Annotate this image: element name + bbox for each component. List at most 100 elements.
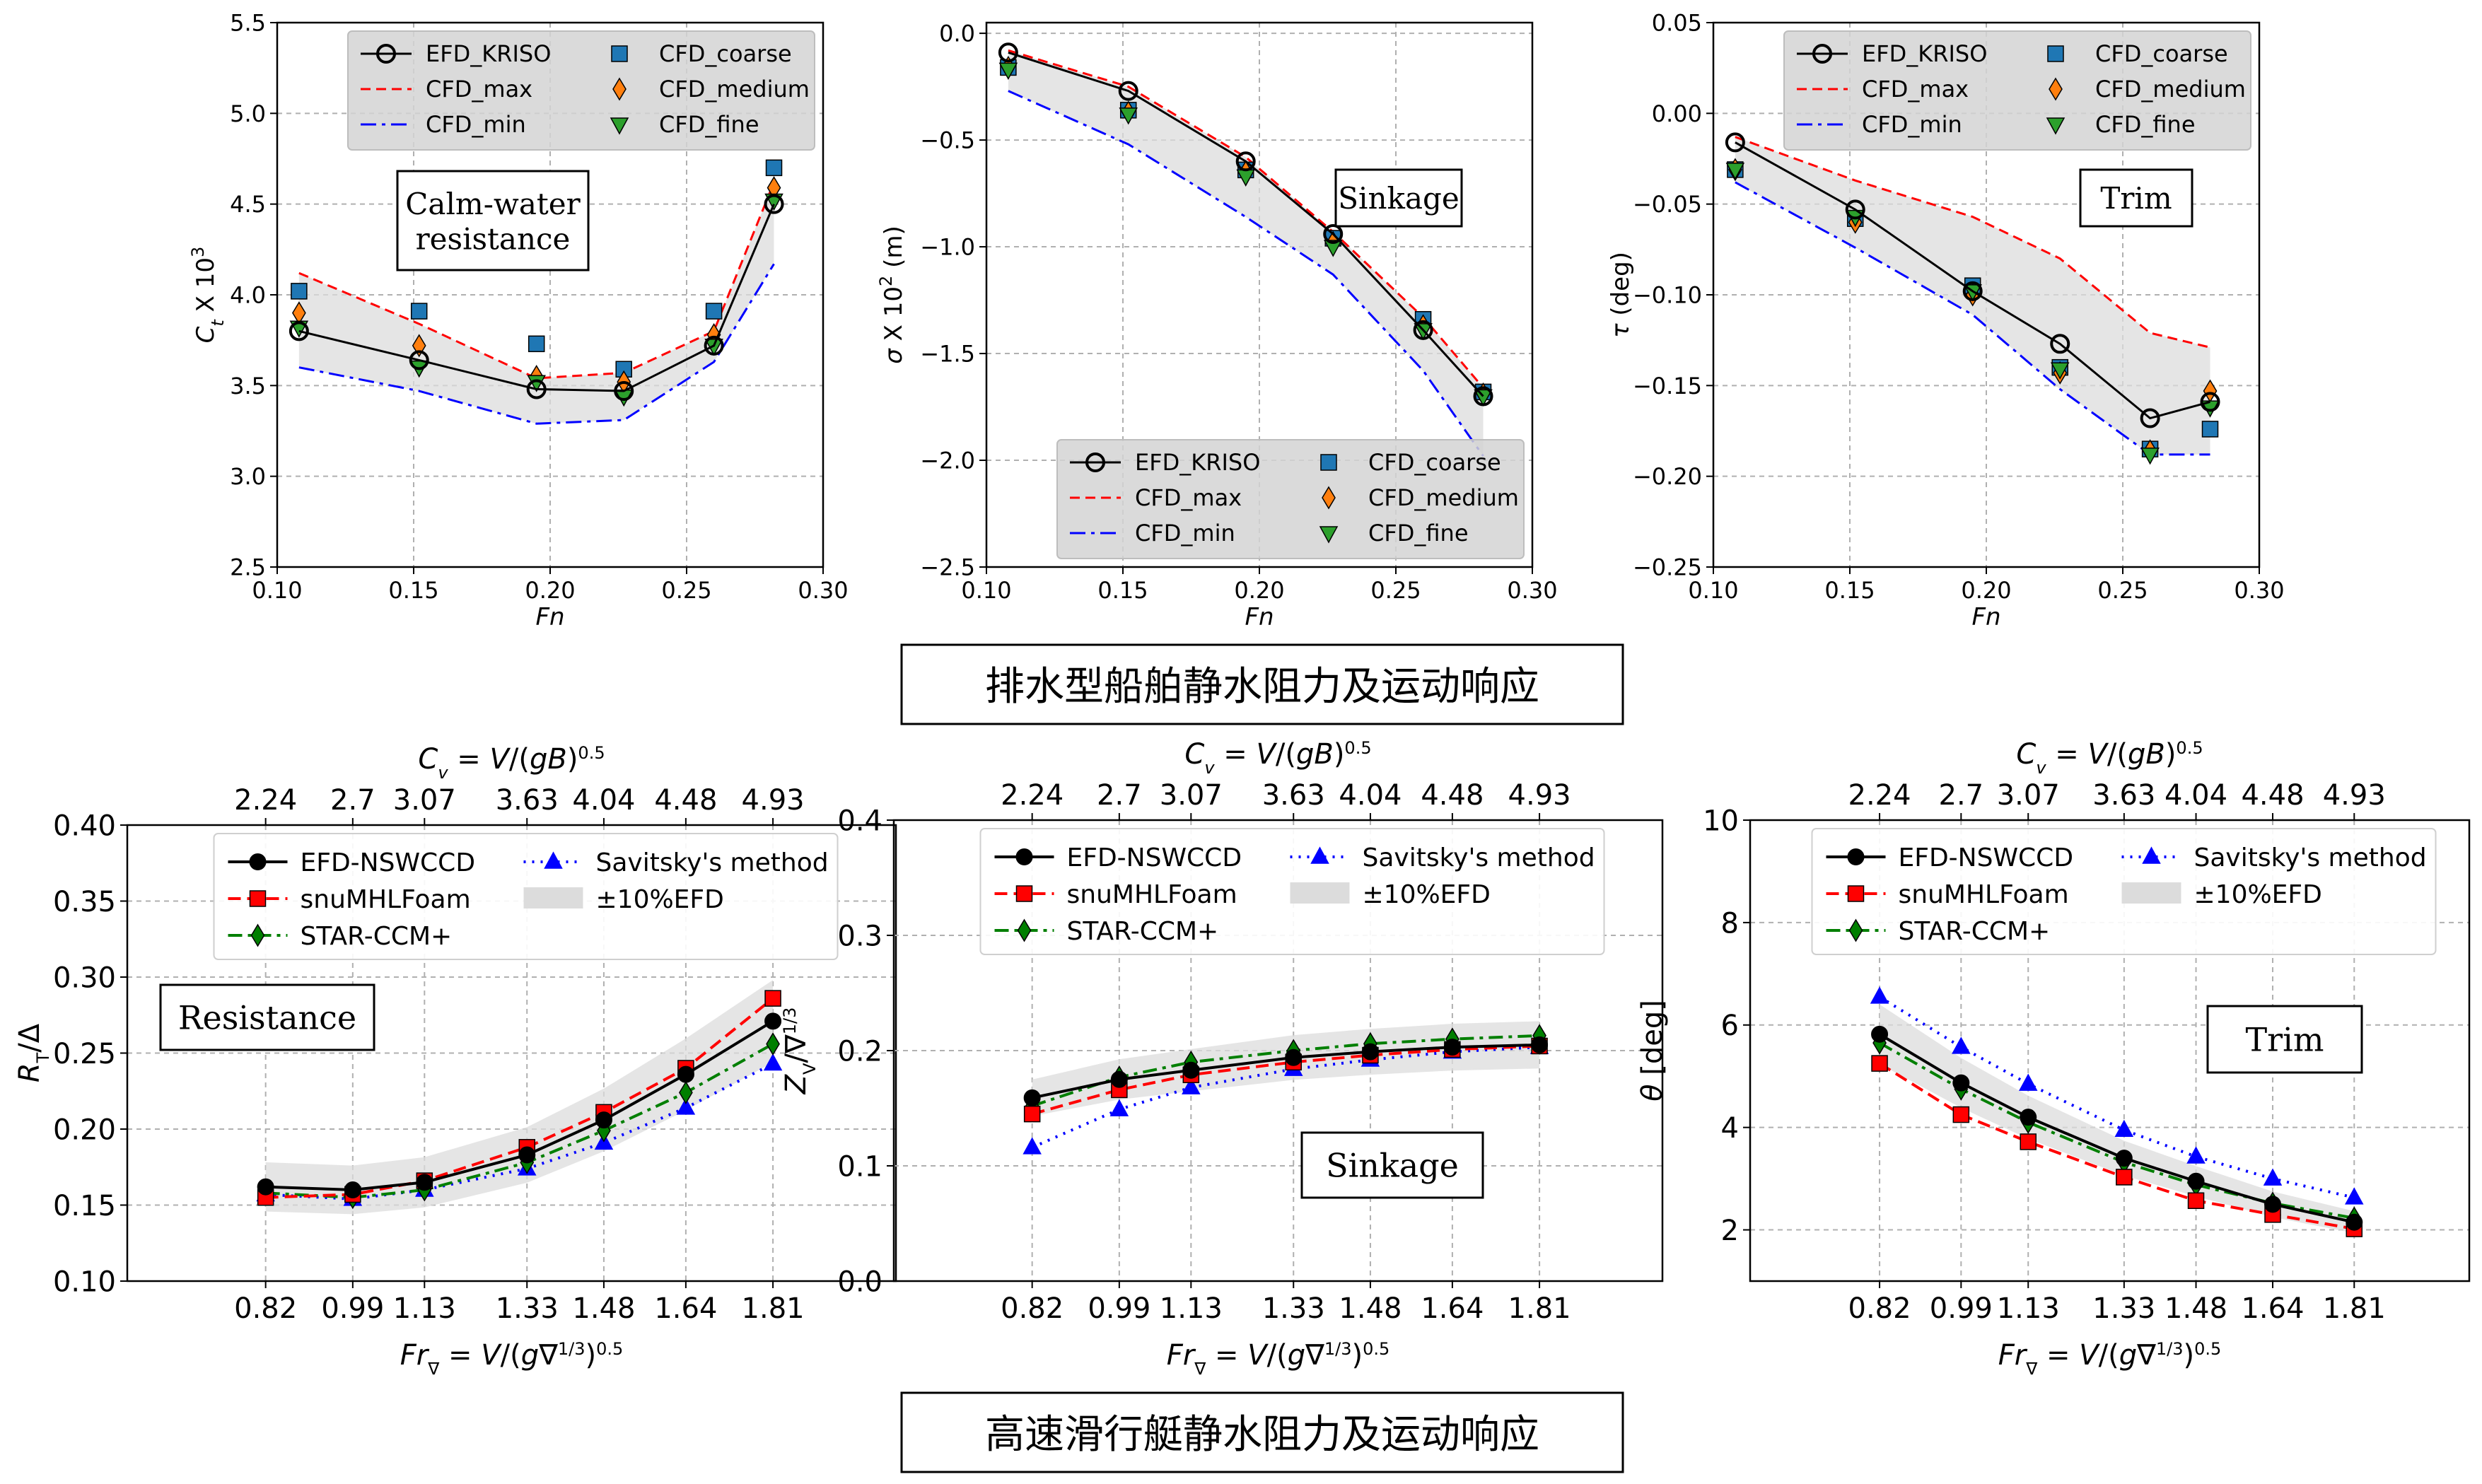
axes-frame <box>1712 21 2261 568</box>
x-tick-label: 0.30 <box>2234 577 2284 604</box>
series-line <box>298 263 775 425</box>
y-tick-label: 3.0 <box>230 463 266 490</box>
data-point <box>1871 1025 1889 1043</box>
chart-3: 0.10 0.15 0.20 0.25 0.30 −0.25 −0.20 −0.15 −0.10… <box>1607 10 2285 631</box>
data-point <box>1182 1061 1200 1079</box>
y-tick-label: 0.3 <box>837 920 882 952</box>
x-axis-label: Fn <box>535 603 564 631</box>
data-point <box>765 159 783 177</box>
data-point <box>257 1178 274 1196</box>
y-tick-label: 0.10 <box>53 1266 116 1298</box>
data-point <box>2050 334 2070 354</box>
legend-marker <box>249 890 267 907</box>
annotation-box: Trim <box>2079 168 2193 228</box>
legend-marker <box>1017 918 1032 942</box>
data-point <box>528 335 545 353</box>
legend-marker <box>611 45 628 62</box>
x-tick-label: 0.25 <box>661 577 711 604</box>
y-tick-label: 0.20 <box>53 1114 116 1146</box>
x-tick-label: 1.48 <box>572 1292 635 1325</box>
y-tick-label: 0.25 <box>53 1038 116 1070</box>
data-point <box>1285 1048 1303 1066</box>
data-point <box>1443 1039 1461 1056</box>
x-tick-label: 1.48 <box>1339 1292 1402 1325</box>
data-point <box>2345 1187 2364 1205</box>
legend-label: CFD_min <box>1135 520 1235 547</box>
section-title-displacement: 排水型船舶静水阻力及运动响应 <box>900 643 1624 725</box>
y-tick-label: 0.15 <box>53 1190 116 1222</box>
data-point <box>518 1146 536 1164</box>
x-tick-label: 0.25 <box>1370 577 1421 604</box>
y-tick-label: −1.0 <box>920 234 975 261</box>
data-point <box>1474 389 1493 407</box>
series-line <box>298 182 775 380</box>
x-tick-label: 0.25 <box>2097 577 2148 604</box>
legend-label: STAR-CCM+ <box>1899 917 2051 946</box>
series-line <box>1735 136 2210 349</box>
legend-label: CFD_medium <box>659 76 810 103</box>
x-tick-label: 0.10 <box>252 577 302 604</box>
top-x-tick-label: 4.04 <box>1339 779 1402 812</box>
legend-label: CFD_coarse <box>2095 40 2228 67</box>
data-point <box>1473 386 1493 407</box>
x-axis-label: Fr∇ = V/(g∇1/3)0.5 <box>1998 1339 2222 1379</box>
data-point <box>2020 1133 2037 1150</box>
y-tick-label: −0.5 <box>920 127 975 154</box>
top-x-tick-label: 3.63 <box>496 784 559 817</box>
legend-marker <box>2046 117 2066 135</box>
legend-label: ±10%EFD <box>2194 880 2322 909</box>
legend-marker <box>2049 77 2063 101</box>
data-point <box>1871 1055 1888 1072</box>
y-axis-label: θ [deg] <box>1636 1000 1669 1102</box>
legend-label: CFD_fine <box>659 111 759 138</box>
data-point <box>677 1065 694 1083</box>
y-tick-label: 2.5 <box>230 554 266 581</box>
data-point <box>998 42 1018 63</box>
legend-marker <box>1320 454 1337 471</box>
data-point <box>766 1032 780 1056</box>
data-point <box>2140 408 2160 428</box>
data-point <box>1109 1099 1129 1116</box>
data-point <box>1413 320 1433 340</box>
y-tick-label: 10 <box>1703 805 1739 837</box>
x-tick-label: 1.64 <box>2241 1292 2304 1325</box>
legend-label: Savitsky's method <box>596 848 829 877</box>
legend-marker <box>250 923 265 947</box>
data-point <box>2140 448 2160 465</box>
x-tick-label: 0.30 <box>1507 577 1557 604</box>
legend: EFD_KRISO CFD_max CFD_min CFD_coarse CFD_med… <box>1783 30 2251 151</box>
legend-marker <box>1848 918 1863 942</box>
x-tick-label: 0.99 <box>1930 1292 1993 1325</box>
chart-2: 0.10 0.15 0.20 0.25 0.30 −2.5 −2.0 −1.5 −1.0 −0.5… <box>876 21 1558 631</box>
x-tick-label: 0.99 <box>321 1292 384 1325</box>
legend: EFD_KRISO CFD_max CFD_min CFD_coarse CFD_med… <box>1056 439 1525 559</box>
legend: EFD-NSWCCD snuMHLFoam STAR-CCM+ Savitsky's … <box>213 833 839 960</box>
x-tick-label: 0.10 <box>1688 577 1738 604</box>
data-point <box>1725 132 1745 153</box>
data-point <box>410 303 428 320</box>
legend-marker <box>544 851 563 869</box>
data-point <box>2187 1172 2205 1190</box>
x-tick-label: 0.30 <box>798 577 848 604</box>
x-tick-label: 0.10 <box>961 577 1011 604</box>
legend-label: CFD_medium <box>1368 484 1519 511</box>
x-tick-label: 1.33 <box>2092 1292 2155 1325</box>
series-line <box>1008 90 1484 457</box>
data-point <box>2116 1169 2133 1186</box>
legend-label: ±10%EFD <box>1363 880 1491 909</box>
data-point <box>1361 1043 1379 1061</box>
y-tick-label: 4.0 <box>230 282 266 309</box>
data-point <box>1870 986 1889 1004</box>
shaded-band <box>1008 50 1484 456</box>
legend: EFD-NSWCCD snuMHLFoam STAR-CCM+ Savitsky's … <box>1811 828 2437 955</box>
legend-label: CFD_fine <box>2095 111 2196 138</box>
data-point <box>676 1097 696 1115</box>
legend-label: CFD_max <box>1862 76 1969 103</box>
data-point <box>2114 1119 2134 1138</box>
y-tick-label: 0.05 <box>1652 10 1702 37</box>
y-tick-label: 8 <box>1721 907 1739 940</box>
legend-marker <box>2047 45 2064 62</box>
y-tick-label: 6 <box>1721 1010 1739 1042</box>
x-tick-label: 1.81 <box>742 1292 805 1325</box>
